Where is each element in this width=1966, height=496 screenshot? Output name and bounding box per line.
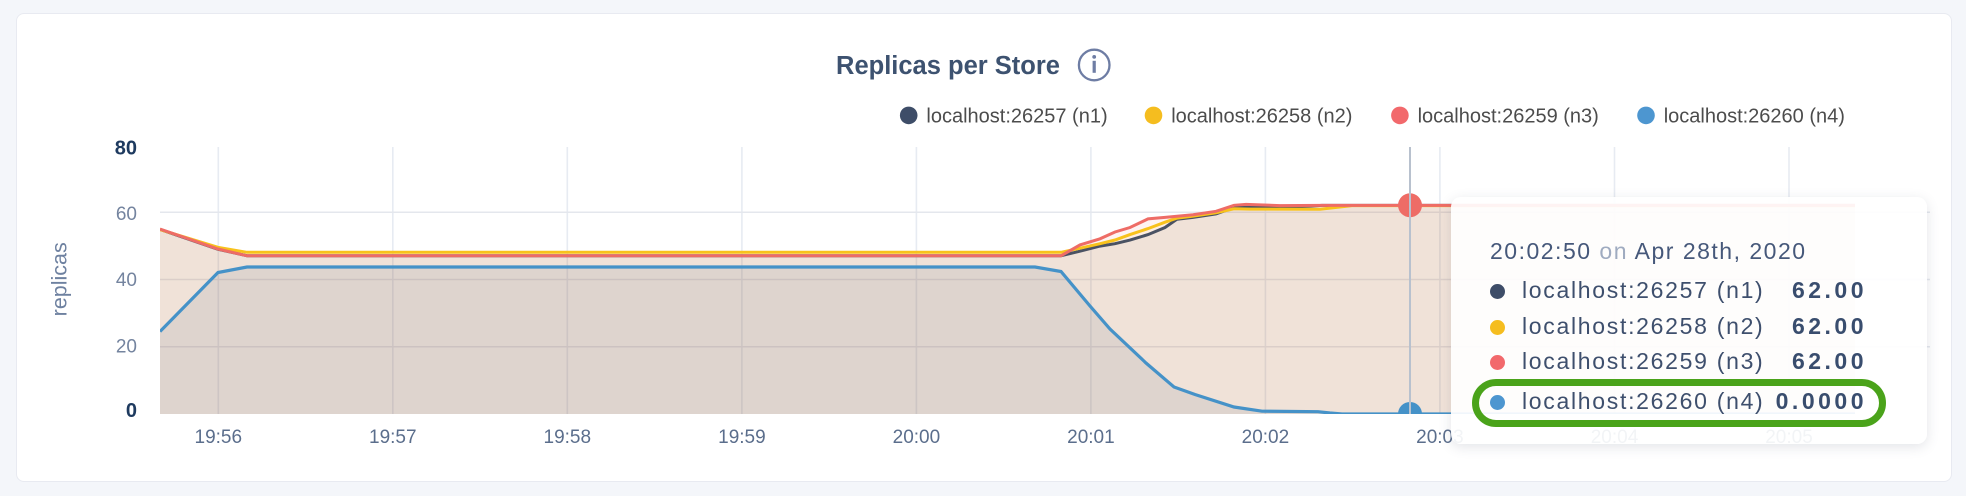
svg-text:localhost:26258 (n2): localhost:26258 (n2) (1171, 105, 1352, 127)
svg-text:19:56: 19:56 (195, 427, 243, 448)
svg-text:0: 0 (126, 400, 137, 422)
svg-text:19:59: 19:59 (718, 427, 766, 448)
svg-text:19:58: 19:58 (544, 427, 592, 448)
svg-text:20: 20 (116, 337, 137, 358)
svg-text:19:57: 19:57 (369, 427, 417, 448)
svg-text:20:00: 20:00 (893, 427, 941, 448)
svg-text:20:02: 20:02 (1242, 427, 1290, 448)
svg-text:replicas: replicas (48, 242, 72, 316)
svg-text:localhost:26257 (n1): localhost:26257 (n1) (926, 105, 1107, 127)
svg-text:Replicas per Store: Replicas per Store (836, 52, 1060, 80)
svg-text:localhost:26259 (n3): localhost:26259 (n3) (1418, 105, 1599, 127)
svg-text:localhost:26260 (n4): localhost:26260 (n4) (1664, 105, 1845, 127)
svg-text:80: 80 (115, 138, 137, 160)
svg-text:20:01: 20:01 (1067, 427, 1115, 448)
svg-text:60: 60 (116, 204, 137, 225)
svg-text:40: 40 (116, 270, 137, 291)
